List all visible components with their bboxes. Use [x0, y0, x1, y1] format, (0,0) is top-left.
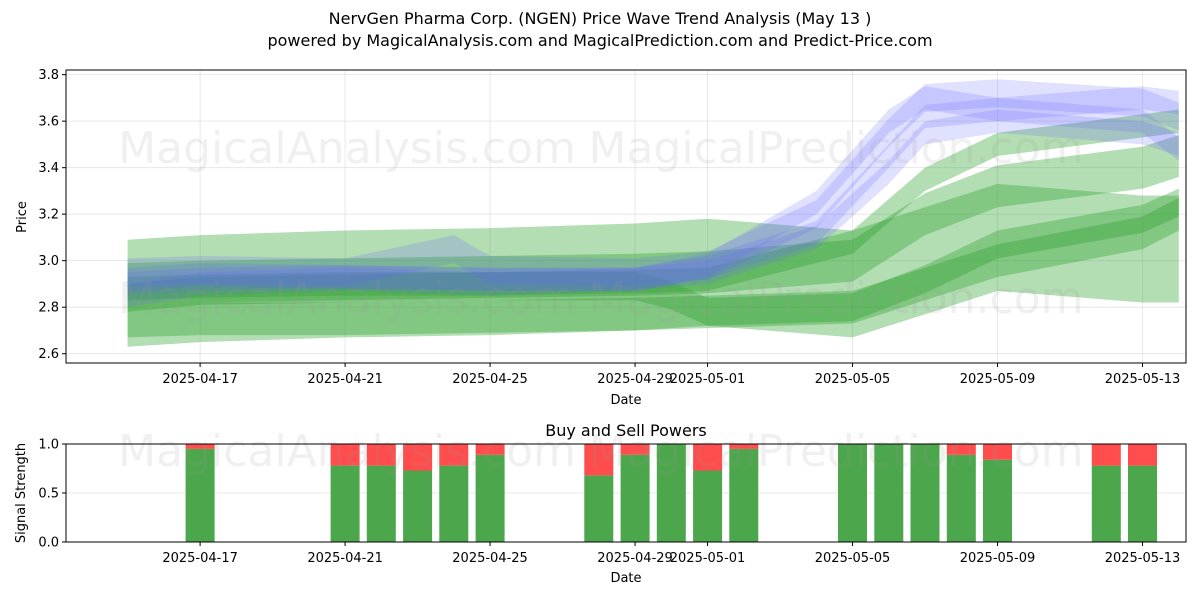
blue-wave-band [127, 86, 1179, 308]
buy-power-bar [330, 465, 360, 542]
buy-power-bar [439, 465, 469, 542]
top-y-tick-label: 2.6 [38, 347, 59, 362]
buy-power-bar [185, 448, 215, 542]
sell-power-bar [1128, 444, 1157, 466]
top-x-tick-label: 2025-05-13 [1105, 372, 1181, 387]
sell-power-bar [185, 444, 215, 449]
buy-power-bar [656, 444, 686, 542]
blue-wave-band [127, 79, 1179, 287]
top-y-tick-label: 2.8 [38, 301, 59, 316]
bottom-x-tick-label: 2025-05-05 [815, 551, 891, 566]
green-wave-band [127, 135, 1179, 305]
sell-power-bar [330, 444, 360, 466]
buy-power-bar [1091, 465, 1121, 542]
top-y-tick-label: 3.4 [38, 161, 59, 176]
buy-power-bar [584, 475, 614, 542]
buy-power-bar [729, 448, 759, 542]
bottom-x-tick-label: 2025-05-09 [960, 551, 1036, 566]
top-x-tick-label: 2025-04-25 [452, 372, 528, 387]
bottom-x-tick-label: 2025-05-13 [1105, 551, 1181, 566]
buy-power-bar [366, 465, 396, 542]
sell-power-bar [475, 444, 505, 455]
buy-power-bar [838, 444, 867, 542]
top-watermarks: MagicalAnalysis.com MagicalPrediction.co… [118, 123, 1083, 324]
watermark-mid-left: MagicalAnalysis.com [118, 273, 576, 324]
bottom-y-tick-label: 0.0 [38, 536, 59, 551]
watermark-top-right: MagicalPrediction.com [589, 123, 1084, 174]
sell-power-bar [729, 444, 759, 449]
sell-power-bar [366, 444, 396, 466]
top-y-tick-label: 3.0 [38, 254, 59, 269]
green-wave-band [127, 197, 1179, 338]
watermark-mid-right: MagicalPrediction.com [589, 273, 1084, 324]
chart-subtitle: powered by MagicalAnalysis.com and Magic… [267, 31, 933, 50]
sell-power-bar [1091, 444, 1121, 466]
top-y-axis-label: Price [15, 201, 30, 233]
buy-power-bar [620, 454, 650, 542]
bottom-y-tick-label: 1.0 [38, 438, 59, 453]
buy-power-bar [403, 470, 433, 542]
buy-power-bar [1128, 465, 1157, 542]
buy-power-bar [946, 454, 976, 542]
blue-wave-band [127, 97, 1179, 291]
green-wave-band [127, 183, 1179, 347]
watermark-bottom-right: MagicalPrediction.com [589, 426, 1084, 477]
sell-power-bar [439, 444, 469, 466]
watermark-top-left: MagicalAnalysis.com [118, 123, 576, 174]
buy-power-bar [983, 459, 1012, 542]
bottom-x-tick-label: 2025-05-01 [670, 551, 746, 566]
bottom-y-axis-label: Signal Strength [14, 443, 29, 543]
bottom-x-tick-label: 2025-04-21 [307, 551, 383, 566]
top-y-tick-label: 3.8 [38, 68, 59, 83]
bottom-y-tick-label: 0.5 [38, 487, 59, 502]
top-y-tick-label: 3.6 [38, 115, 59, 130]
top-axes-frame [65, 69, 1187, 364]
bottom-watermarks: MagicalAnalysis.com MagicalPrediction.co… [118, 426, 1083, 477]
buy-power-bar [874, 444, 904, 542]
top-x-tick-label: 2025-04-29 [597, 372, 673, 387]
buy-power-bar [693, 470, 723, 542]
bottom-x-tick-label: 2025-04-29 [597, 551, 673, 566]
green-wave-band [127, 188, 1179, 326]
bottom-x-axis-label: Date [610, 571, 641, 586]
sell-power-bar [403, 444, 433, 471]
top-x-axis-label: Date [610, 393, 641, 408]
green-wave-band [127, 109, 1179, 301]
sell-power-bar [584, 444, 614, 476]
bottom-x-tick-label: 2025-04-25 [452, 551, 528, 566]
top-x-tick-label: 2025-04-21 [307, 372, 383, 387]
top-x-tick-label: 2025-05-01 [670, 372, 746, 387]
top-y-tick-label: 3.2 [38, 208, 59, 223]
sell-power-bar [620, 444, 650, 455]
sell-power-bar [983, 444, 1012, 460]
top-x-tick-label: 2025-05-05 [815, 372, 891, 387]
buy-power-bar [475, 454, 505, 542]
bottom-x-tick-label: 2025-04-17 [162, 551, 238, 566]
chart-title: NervGen Pharma Corp. (NGEN) Price Wave T… [328, 9, 872, 28]
bottom-chart-title: Buy and Sell Powers [545, 421, 707, 440]
top-x-tick-label: 2025-05-09 [960, 372, 1036, 387]
sell-power-bar [693, 444, 723, 471]
blue-wave-band [127, 109, 1179, 296]
watermark-bottom-left: MagicalAnalysis.com [118, 426, 576, 477]
buy-power-bar [910, 444, 940, 542]
sell-power-bar [946, 444, 976, 455]
top-x-tick-label: 2025-04-17 [162, 372, 238, 387]
